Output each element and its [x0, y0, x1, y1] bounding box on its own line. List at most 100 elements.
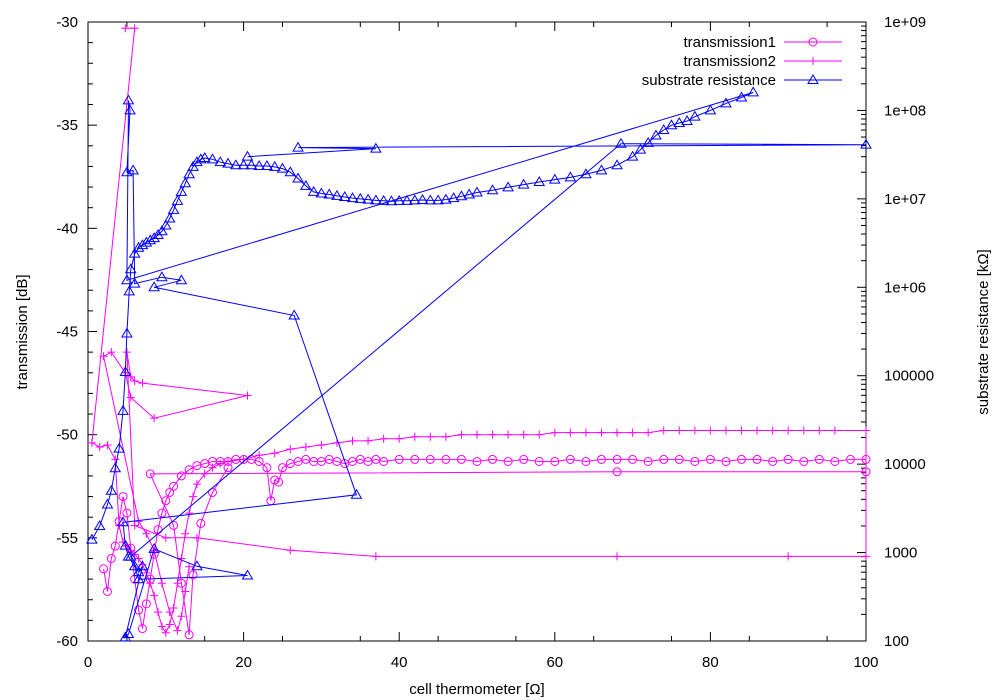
data-point — [286, 445, 295, 454]
data-point — [425, 454, 435, 464]
data-point — [626, 150, 639, 161]
x-tick-label: 20 — [235, 654, 252, 671]
data-point — [581, 456, 591, 466]
y2-axis-title: substrate resistance [kΩ] — [975, 249, 992, 414]
data-point — [830, 426, 839, 435]
data-point — [165, 620, 174, 629]
data-point — [189, 492, 198, 501]
x-tick-label: 60 — [546, 654, 563, 671]
data-point — [148, 232, 161, 243]
data-point — [270, 449, 279, 458]
data-point — [262, 463, 272, 473]
data-point — [184, 630, 194, 640]
data-point — [379, 456, 389, 466]
data-point — [200, 469, 209, 478]
data-point — [119, 366, 132, 377]
data-point — [385, 195, 398, 206]
data-point — [807, 74, 819, 84]
data-point — [161, 628, 170, 637]
data-point — [565, 454, 575, 464]
data-point — [364, 436, 373, 445]
data-point — [456, 454, 466, 464]
x-axis-title: cell thermometer [Ω] — [409, 681, 544, 698]
y2-tick-label: 1e+07 — [884, 191, 926, 208]
data-point — [157, 579, 166, 588]
data-point — [441, 432, 450, 441]
data-point — [124, 104, 136, 115]
data-point — [564, 171, 577, 182]
data-point — [753, 426, 762, 435]
series-transmission2 — [87, 24, 870, 637]
x-tick-label: 80 — [702, 654, 719, 671]
data-point — [188, 570, 198, 580]
data-point — [103, 440, 112, 449]
series-substrate-resistance — [86, 86, 872, 642]
data-point — [184, 465, 194, 475]
y-tick-label: -35 — [56, 117, 78, 134]
data-point — [550, 456, 560, 466]
data-point — [175, 185, 188, 196]
data-point — [102, 586, 112, 596]
data-point — [276, 162, 289, 173]
data-point — [121, 327, 133, 338]
data-point — [192, 533, 201, 542]
data-point — [488, 430, 497, 439]
data-point — [292, 141, 304, 152]
data-point — [862, 552, 870, 561]
data-point — [457, 430, 466, 439]
data-point — [410, 454, 420, 464]
data-point — [362, 193, 374, 204]
data-point — [169, 520, 179, 530]
data-point — [113, 442, 125, 453]
data-point — [99, 564, 109, 574]
series-layer — [86, 24, 872, 642]
data-point — [369, 142, 382, 153]
data-point — [350, 488, 363, 499]
data-point — [117, 516, 129, 527]
data-point — [110, 541, 120, 551]
data-point — [169, 603, 178, 612]
data-point — [845, 454, 855, 464]
axes — [87, 21, 867, 642]
data-point — [124, 263, 137, 274]
data-point — [159, 219, 172, 230]
data-point — [253, 160, 266, 171]
data-point — [117, 404, 129, 415]
data-point — [393, 194, 406, 205]
data-point — [706, 426, 715, 435]
data-point — [126, 393, 135, 402]
data-point — [136, 239, 149, 250]
data-point — [122, 508, 132, 518]
data-point — [323, 188, 336, 199]
data-point — [659, 454, 669, 464]
data-point — [124, 550, 137, 561]
data-point — [673, 117, 686, 128]
data-point — [799, 426, 808, 435]
data-point — [410, 432, 419, 441]
data-point — [688, 110, 701, 121]
data-point — [132, 241, 145, 252]
data-point — [134, 554, 143, 563]
data-point — [154, 608, 163, 617]
data-point — [401, 194, 413, 205]
data-point — [118, 492, 128, 502]
data-point — [472, 456, 482, 466]
data-point — [101, 498, 114, 509]
data-point — [348, 436, 357, 445]
data-point — [441, 454, 451, 464]
data-point — [338, 190, 351, 201]
data-point — [179, 177, 192, 188]
data-point — [447, 192, 460, 203]
data-point — [105, 484, 118, 495]
data-point — [134, 605, 144, 615]
data-point — [737, 426, 746, 435]
data-point — [830, 456, 840, 466]
data-point — [597, 428, 606, 437]
data-point — [261, 160, 273, 171]
data-point — [216, 459, 225, 468]
data-point — [156, 271, 168, 282]
data-point — [517, 178, 530, 189]
data-point — [95, 443, 104, 452]
data-point — [613, 428, 622, 437]
